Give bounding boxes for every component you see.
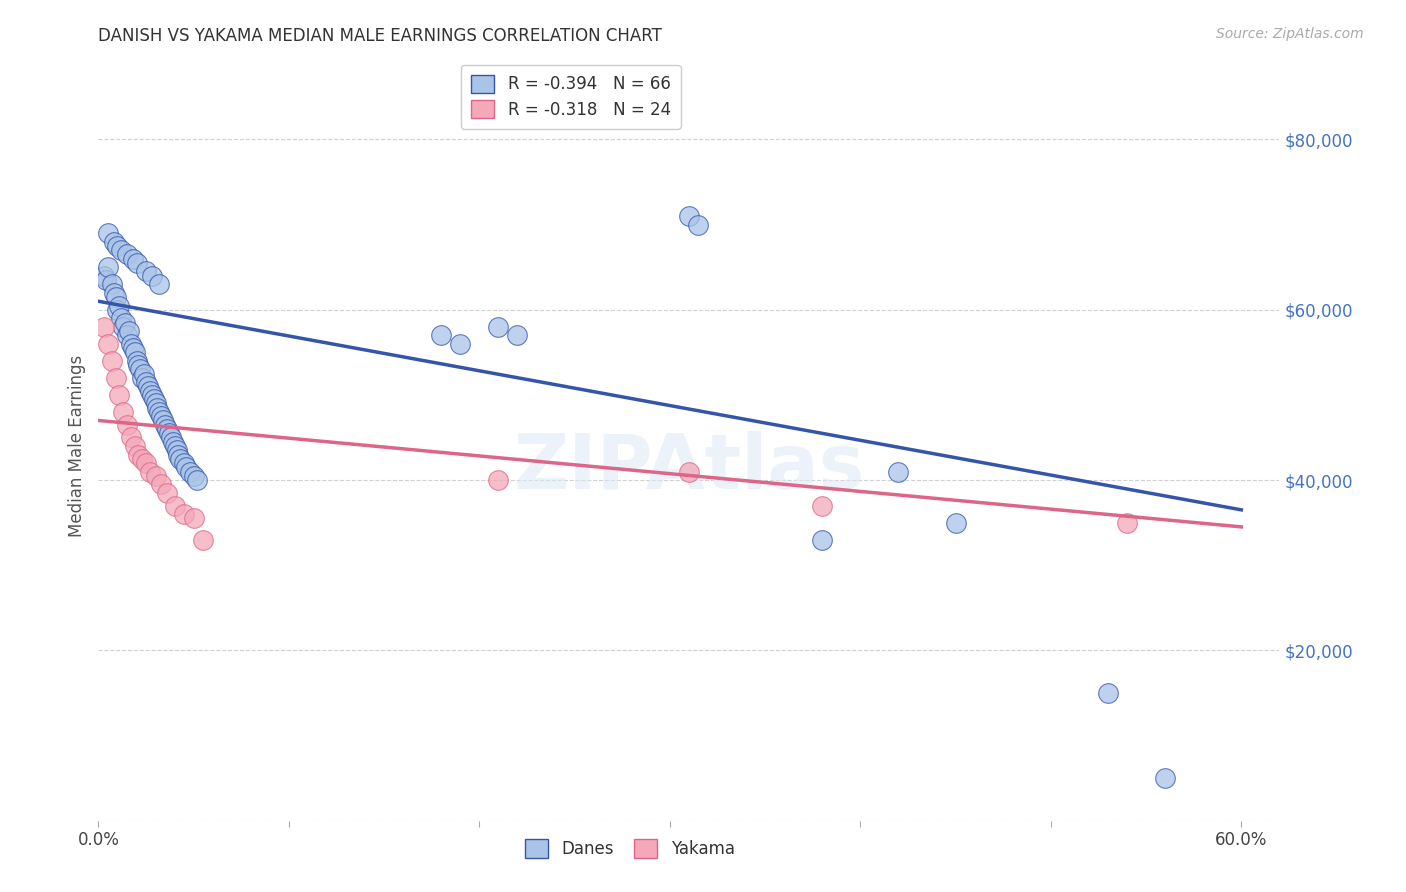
Point	[148, 277, 170, 292]
Point	[179, 465, 201, 479]
Point	[488, 319, 510, 334]
Point	[811, 533, 834, 547]
Point	[678, 465, 700, 479]
Point	[127, 358, 149, 372]
Point	[1097, 686, 1119, 700]
Point	[103, 235, 125, 249]
Point	[183, 468, 205, 483]
Point	[688, 218, 710, 232]
Point	[169, 451, 191, 466]
Point	[1154, 771, 1177, 785]
Point	[142, 392, 165, 407]
Point	[97, 260, 120, 275]
Text: Source: ZipAtlas.com: Source: ZipAtlas.com	[1216, 27, 1364, 41]
Point	[139, 384, 162, 398]
Point	[157, 426, 180, 441]
Point	[121, 341, 143, 355]
Point	[93, 319, 115, 334]
Point	[115, 247, 138, 261]
Legend: Danes, Yakama: Danes, Yakama	[519, 833, 741, 864]
Point	[125, 354, 148, 368]
Point	[121, 252, 143, 266]
Point	[115, 417, 138, 432]
Point	[134, 367, 156, 381]
Point	[1116, 516, 1139, 530]
Point	[115, 328, 138, 343]
Point	[159, 430, 181, 444]
Point	[506, 328, 529, 343]
Point	[100, 354, 122, 368]
Point	[124, 439, 146, 453]
Point	[163, 439, 186, 453]
Point	[97, 336, 120, 351]
Point	[173, 507, 195, 521]
Point	[146, 401, 169, 415]
Point	[104, 371, 127, 385]
Point	[150, 409, 173, 424]
Point	[94, 273, 117, 287]
Point	[162, 434, 184, 449]
Point	[120, 336, 142, 351]
Point	[131, 451, 153, 466]
Point	[139, 465, 162, 479]
Point	[449, 336, 471, 351]
Text: ZIPAtlas: ZIPAtlas	[513, 432, 865, 506]
Point	[430, 328, 453, 343]
Point	[145, 396, 167, 410]
Point	[110, 243, 132, 257]
Point	[124, 345, 146, 359]
Point	[112, 405, 135, 419]
Point	[167, 448, 190, 462]
Text: DANISH VS YAKAMA MEDIAN MALE EARNINGS CORRELATION CHART: DANISH VS YAKAMA MEDIAN MALE EARNINGS CO…	[98, 27, 662, 45]
Point	[108, 388, 131, 402]
Point	[166, 443, 188, 458]
Point	[678, 209, 700, 223]
Point	[156, 422, 179, 436]
Point	[118, 324, 141, 338]
Point	[150, 477, 173, 491]
Point	[141, 268, 163, 283]
Point	[108, 299, 131, 313]
Point	[131, 371, 153, 385]
Point	[135, 264, 157, 278]
Point	[107, 239, 129, 253]
Point	[110, 311, 132, 326]
Point	[887, 465, 910, 479]
Point	[135, 375, 157, 389]
Point	[120, 430, 142, 444]
Point	[153, 417, 176, 432]
Point	[135, 456, 157, 470]
Point	[183, 511, 205, 525]
Point	[186, 473, 208, 487]
Point	[145, 468, 167, 483]
Point	[100, 277, 122, 292]
Point	[104, 290, 127, 304]
Point	[103, 285, 125, 300]
Point	[488, 473, 510, 487]
Point	[163, 499, 186, 513]
Point	[193, 533, 215, 547]
Point	[127, 448, 149, 462]
Point	[129, 362, 152, 376]
Point	[114, 316, 136, 330]
Point	[811, 499, 834, 513]
Point	[136, 379, 159, 393]
Point	[152, 413, 174, 427]
Point	[141, 388, 163, 402]
Point	[107, 302, 129, 317]
Point	[93, 268, 115, 283]
Point	[97, 226, 120, 240]
Point	[173, 456, 195, 470]
Point	[174, 460, 197, 475]
Point	[945, 516, 967, 530]
Point	[148, 405, 170, 419]
Text: Median Male Earnings: Median Male Earnings	[69, 355, 86, 537]
Point	[112, 319, 135, 334]
Point	[125, 256, 148, 270]
Point	[156, 486, 179, 500]
